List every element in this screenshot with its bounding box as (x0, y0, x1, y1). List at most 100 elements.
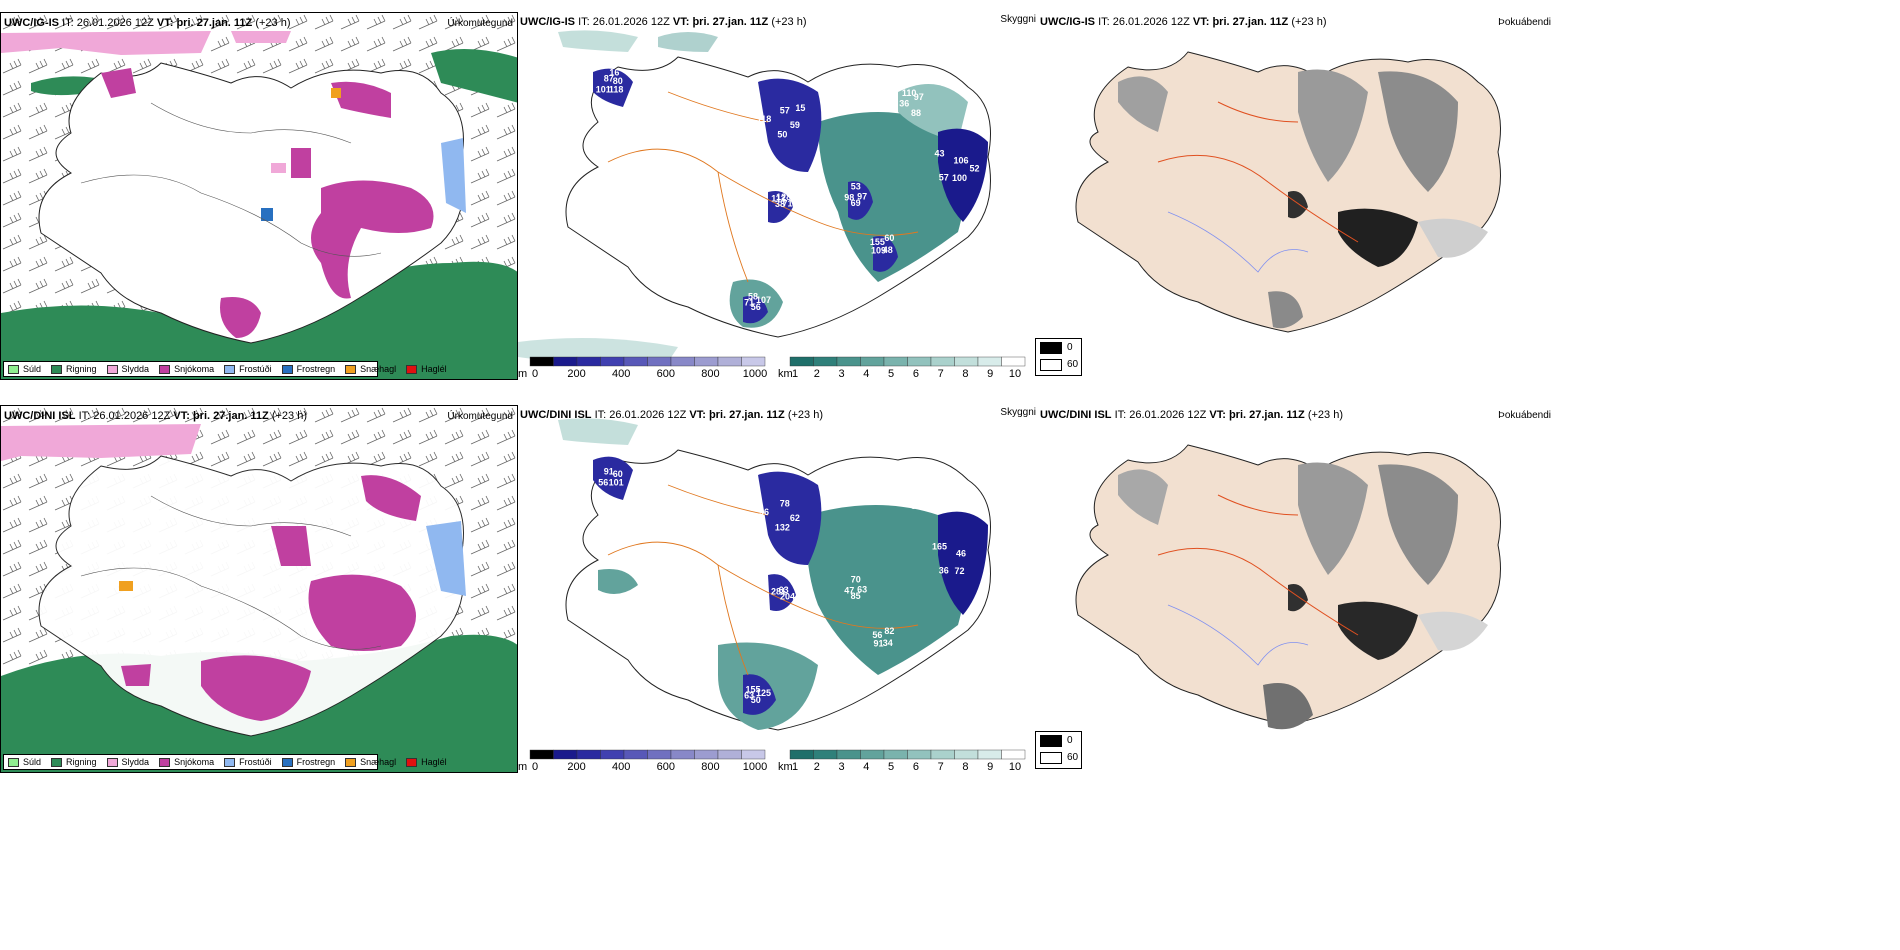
cloud-base-value: 88 (911, 108, 921, 118)
visibility-swatch (930, 356, 955, 367)
visibility-header: UWC/DINI ISL IT: 26.01.2026 12Z VT: þri.… (520, 409, 824, 421)
legend-swatch (8, 364, 19, 374)
fog-legend-item: 60 (1036, 749, 1081, 766)
cloud-base-value: 59 (790, 120, 800, 130)
precip-panel-title: Úrkomutegund (447, 411, 513, 422)
visibility-panel: 80 59 100 69 109 71 112 110 118 50 57 98 155 58 128 97 1… (518, 12, 1038, 380)
cloud-base-unit: m (518, 761, 527, 773)
cloud-base-value: 106 (953, 156, 968, 166)
legend-swatch (281, 364, 293, 374)
visibility-swatch (977, 356, 1002, 367)
cloud-base-tick: 1000 (743, 761, 767, 773)
legend-label: Rigning (66, 364, 97, 374)
visibility-tick: 7 (938, 368, 944, 380)
fog-map (1038, 12, 1553, 380)
cloud-base-value: 125 (756, 688, 771, 698)
cloud-base-value: 63 (744, 691, 754, 701)
legend-swatch (8, 757, 19, 767)
cloud-base-value: 100 (952, 173, 967, 183)
fog-legend-label: 60 (1067, 752, 1079, 763)
precip-map (1, 406, 517, 772)
cloud-base-value: 47 (844, 586, 854, 596)
legend-swatch (106, 757, 118, 767)
cloud-base-swatch (670, 356, 695, 367)
visibility-tick: 4 (863, 761, 869, 773)
legend-label: Súld (23, 364, 42, 374)
cloud-base-swatch (741, 356, 766, 367)
cloud-base-value: 50 (751, 695, 761, 705)
cloud-base-value: 72 (954, 566, 964, 576)
fog-legend-swatch (1040, 341, 1062, 354)
legend-item: Rigning (51, 757, 97, 767)
visibility-tick: 7 (938, 761, 944, 773)
legend-swatch (159, 364, 171, 374)
fog-legend-label: 0 (1067, 735, 1073, 746)
visibility-swatch (813, 749, 838, 760)
visibility-tick: 4 (863, 368, 869, 380)
cloud-base-value: 15 (795, 103, 805, 113)
cloud-base-swatch (741, 749, 766, 760)
legend-item: Snæhagl (345, 757, 396, 767)
cloud-base-value: 76 (914, 485, 924, 495)
visibility-unit: km (778, 368, 793, 380)
legend-item: Frostúði (224, 364, 272, 374)
legend-label: Snjókoma (174, 757, 215, 767)
cloud-base-tick: 200 (567, 761, 585, 773)
cloud-base-value: 71 (744, 298, 754, 308)
legend-item: Slydda (106, 364, 150, 374)
legend-swatch (345, 364, 357, 374)
cloud-base-value: 60 (884, 233, 894, 243)
cloud-base-labels: 6062728591632812681011323647561556376569… (598, 467, 966, 706)
cloud-base-swatch (717, 356, 742, 367)
legend-item: Frostregn (281, 364, 335, 374)
cloud-base-value: 155 (870, 237, 885, 247)
visibility-panel: 60 62 72 85 91 63 281 268 101 132 36 47 56 155 63 76 56 9… (518, 405, 1038, 773)
cloud-base-swatch (717, 749, 742, 760)
fog-header: UWC/DINI ISL IT: 26.01.2026 12Z VT: þri.… (1040, 409, 1344, 421)
cloud-base-value: 112 (771, 193, 786, 203)
cloud-base-value: 91 (604, 467, 614, 477)
legend-label: Súld (23, 757, 42, 767)
visibility-tick: 10 (1009, 761, 1021, 773)
cloud-base-colorbar: m 0 200 400 600 800 1000 (518, 356, 767, 380)
cloud-base-value: 62 (790, 513, 800, 523)
visibility-tick: 3 (838, 761, 844, 773)
precip-legend: Súld Rigning Slydda Snjókoma Frostúði Frostre… (3, 361, 447, 377)
cloud-base-value: 34 (883, 638, 893, 648)
cloud-base-value: 58 (748, 291, 758, 301)
cloud-base-value: 63 (779, 585, 789, 595)
legend-item: Snjókoma (159, 757, 214, 767)
legend-swatch (51, 364, 63, 374)
fog-map (1038, 405, 1553, 773)
visibility-map: 6062728591632812681011323647561556376569… (518, 405, 1038, 773)
legend-item: Snæhagl (345, 364, 396, 374)
cloud-base-value: 69 (851, 198, 861, 208)
visibility-swatch (860, 356, 885, 367)
legend-swatch (159, 757, 171, 767)
cloud-base-tick: 1000 (743, 368, 767, 380)
visibility-swatch (954, 749, 979, 760)
legend-label: Slydda (121, 364, 150, 374)
fog-legend-item: 60 (1036, 356, 1081, 373)
cloud-base-value: 132 (775, 523, 790, 533)
visibility-tick: 8 (962, 761, 968, 773)
cloud-base-value: 107 (756, 295, 771, 305)
cloud-base-value: 85 (851, 591, 861, 601)
cloud-base-value: 78 (780, 499, 790, 509)
legend-label: Snæhagl (360, 364, 397, 374)
cloud-base-unit: m (518, 368, 527, 380)
legend-item: Slydda (106, 757, 149, 767)
precip-panel-title: Úrkomutegund (447, 18, 513, 29)
fog-panel: UWC/IG-IS IT: 26.01.2026 12Z VT: þri. 27… (1038, 12, 1553, 380)
visibility-swatch (1001, 749, 1026, 760)
cloud-base-swatch (694, 356, 719, 367)
precip-legend: Súld Rigning Slydda Snjókoma Frostúði Frostre… (3, 754, 447, 770)
legend-item: Haglél (406, 757, 447, 767)
visibility-tick: 9 (987, 761, 993, 773)
visibility-swatch (977, 749, 1002, 760)
cloud-base-value: 82 (884, 626, 894, 636)
cloud-base-value: 281 (771, 586, 786, 596)
cloud-base-value: 87 (604, 74, 614, 84)
cloud-base-swatch (553, 749, 578, 760)
cloud-base-value: 155 (745, 684, 760, 694)
